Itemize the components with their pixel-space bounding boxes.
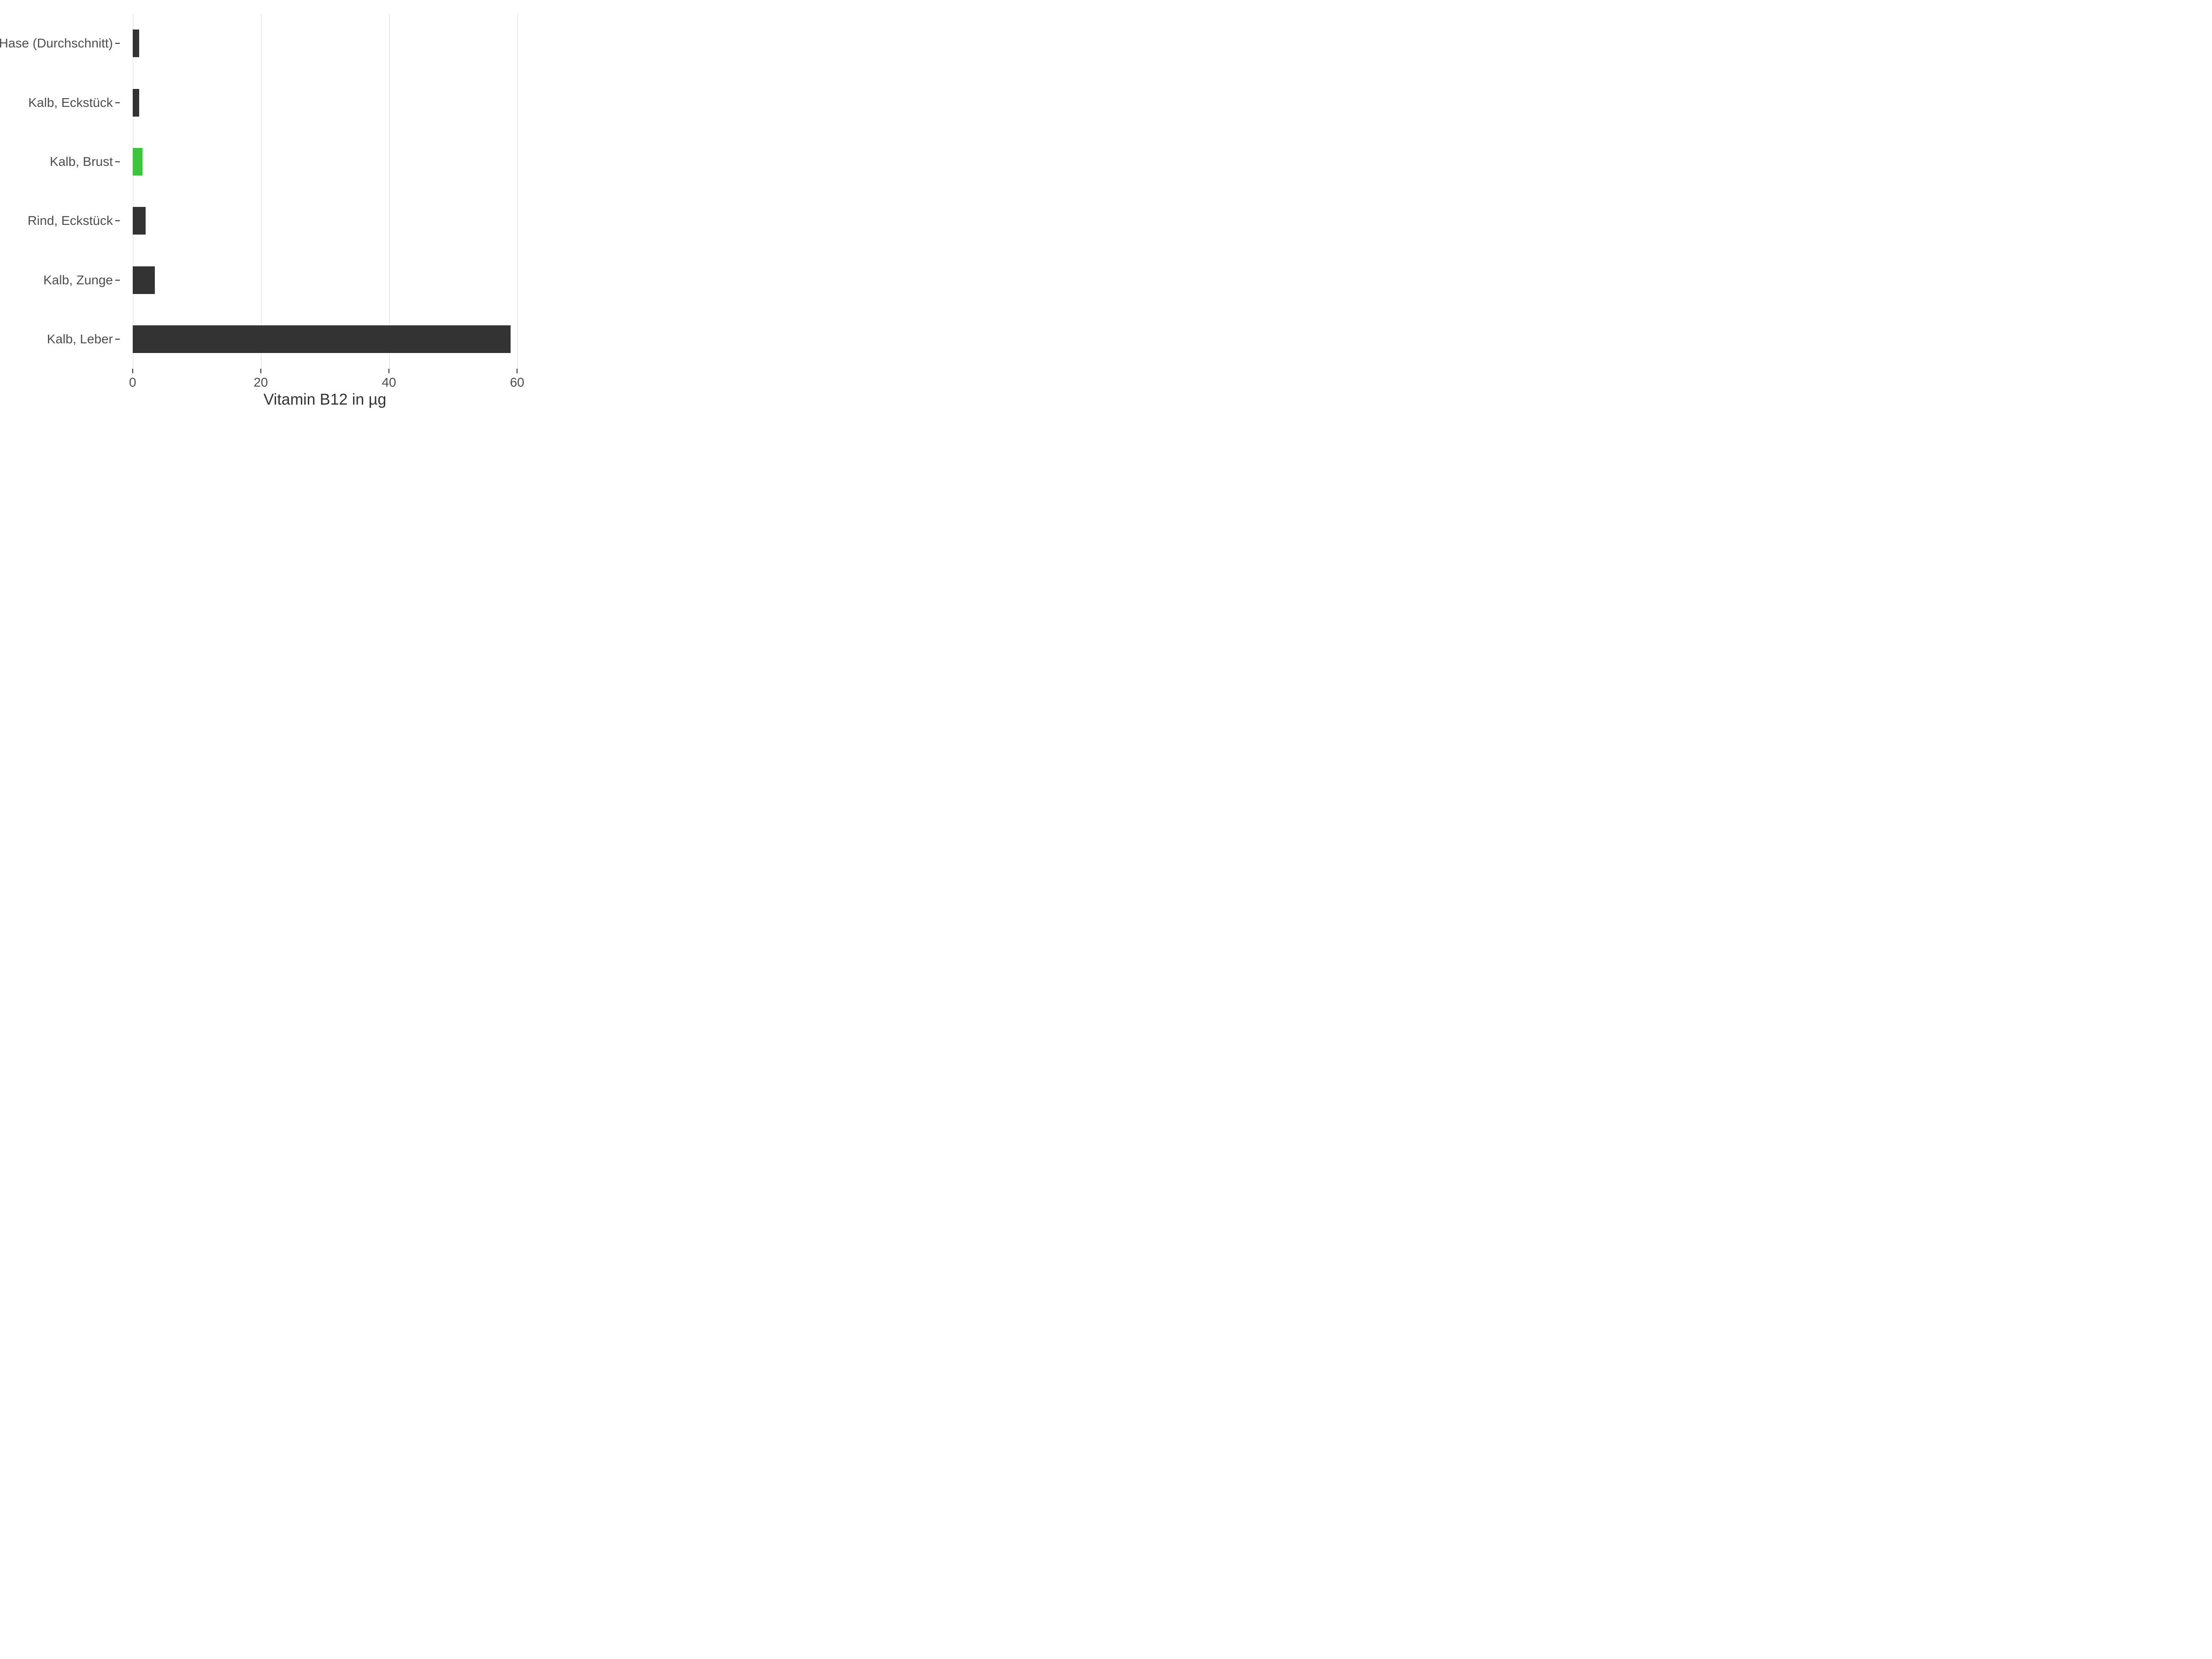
- x-tick-label: 0: [129, 375, 136, 390]
- x-tick-label: 20: [253, 375, 268, 390]
- bar: [133, 266, 155, 294]
- y-axis-label: Kalb, Leber: [47, 333, 113, 346]
- plot-background: [120, 14, 530, 369]
- y-axis-labels: Hase (Durchschnitt) Kalb, Eckstück Kalb, B…: [0, 14, 113, 369]
- y-tick: [115, 43, 120, 44]
- y-axis-label: Kalb, Zunge: [43, 274, 113, 287]
- y-tick: [115, 339, 120, 340]
- y-axis-label: Hase (Durchschnitt): [0, 37, 113, 50]
- y-tick: [115, 220, 120, 221]
- y-tick: [115, 161, 120, 162]
- y-tick: [115, 280, 120, 281]
- bar: [133, 89, 139, 117]
- x-axis-title: Vitamin B12 in µg: [120, 391, 530, 409]
- bar: [133, 29, 139, 57]
- x-tick: [388, 369, 389, 373]
- bar: [133, 325, 511, 353]
- x-tick-label: 60: [510, 375, 524, 390]
- gridline: [389, 14, 390, 369]
- x-tick: [260, 369, 261, 373]
- x-tick: [132, 369, 133, 373]
- chart-plot-area: [120, 14, 530, 369]
- x-tick-label: 40: [382, 375, 396, 390]
- y-axis-label: Rind, Eckstück: [28, 214, 113, 227]
- gridline: [261, 14, 262, 369]
- y-axis-label: Kalb, Brust: [50, 155, 113, 168]
- gridline: [517, 14, 518, 369]
- gridline: [133, 14, 134, 369]
- bar: [133, 148, 142, 176]
- y-tick: [115, 102, 120, 103]
- bar: [133, 207, 146, 235]
- y-axis-label: Kalb, Eckstück: [28, 96, 113, 109]
- x-tick: [517, 369, 518, 373]
